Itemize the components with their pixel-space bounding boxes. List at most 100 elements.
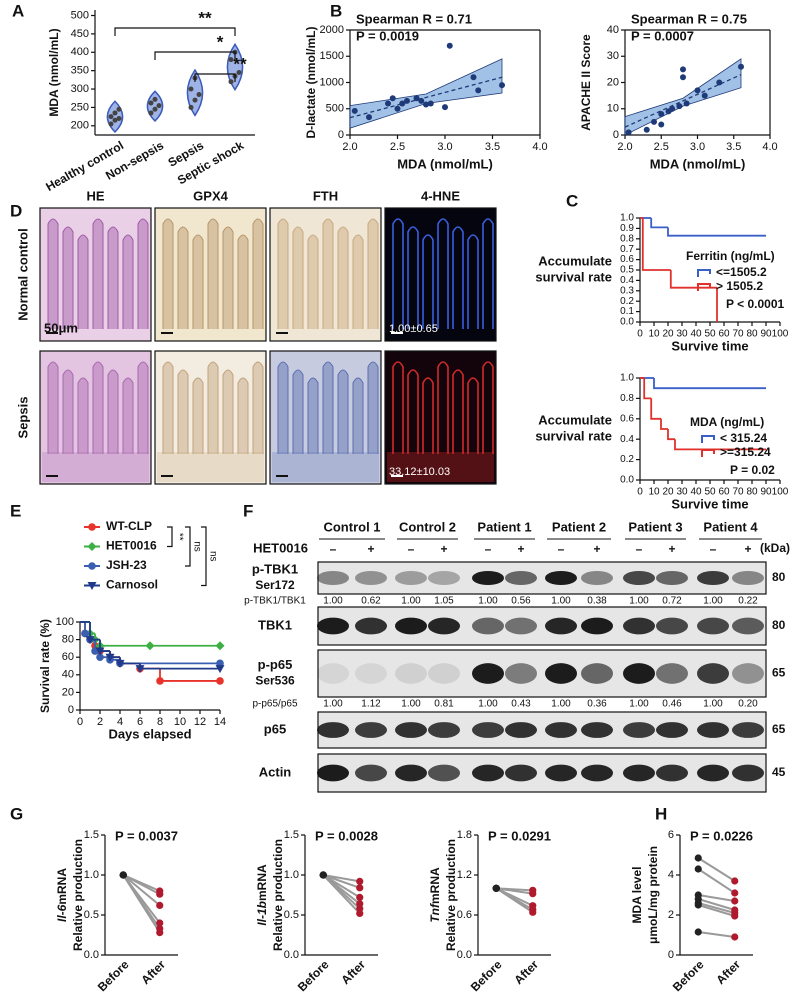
data-point	[156, 919, 164, 927]
blot	[317, 606, 767, 646]
significance-bracket	[167, 526, 173, 548]
row-label: p-TBK1	[252, 561, 298, 576]
treatment-state: +	[440, 542, 447, 556]
x-tick-label: 100	[772, 329, 789, 340]
y-tick-label: 1.2	[457, 869, 472, 881]
row-label: Actin	[259, 764, 292, 779]
treatment-label: HET0016	[253, 540, 308, 555]
group-label: Patient 1	[477, 519, 531, 534]
y-tick-label: 20	[62, 686, 74, 698]
data-point	[351, 107, 358, 114]
legend-label: WT-CLP	[106, 519, 152, 533]
legend-swatch	[701, 449, 715, 457]
treatment-state: +	[668, 542, 675, 556]
x-tick-label: 3.5	[485, 141, 500, 153]
data-point	[683, 100, 690, 107]
tissue	[407, 226, 419, 329]
survival-step	[99, 639, 150, 647]
data-point	[112, 110, 118, 116]
quantification: 1.00±0.65	[389, 323, 438, 335]
data-point	[228, 57, 234, 63]
band	[355, 617, 387, 635]
kda-label: 80	[772, 618, 786, 632]
band	[623, 722, 655, 738]
y-tick-label: 500	[326, 103, 344, 115]
tissue	[77, 234, 89, 329]
treatment-state: +	[744, 542, 751, 556]
y-axis-label: APACHE II Score	[579, 34, 593, 131]
panel-label: D	[10, 201, 22, 220]
data-point	[399, 100, 406, 107]
band	[317, 722, 349, 738]
significance-bracket	[194, 73, 236, 82]
y-axis-label: Relative production	[271, 839, 285, 951]
band	[505, 663, 537, 684]
y-tick-label: 1.8	[457, 829, 472, 841]
band	[355, 764, 387, 782]
panel-label: E	[10, 501, 21, 520]
tissue	[452, 369, 464, 454]
ratio-value: 1.05	[434, 596, 454, 607]
group-label: Patient 3	[628, 519, 682, 534]
band	[656, 764, 688, 782]
significance-bracket	[185, 526, 191, 567]
data-point	[236, 70, 242, 75]
band	[697, 570, 729, 586]
x-tick-label: 4	[117, 716, 123, 728]
data-point	[116, 115, 122, 121]
tissue	[277, 218, 289, 329]
annotation: P = 0.0226	[690, 828, 753, 843]
band	[656, 617, 688, 635]
data-point	[356, 884, 364, 892]
x-tick-label: 10	[648, 487, 660, 498]
tissue	[307, 234, 319, 329]
y-tick-label: 200	[71, 120, 89, 132]
data-point	[694, 87, 701, 94]
x-tick-label: Before	[670, 957, 707, 994]
ratio-value: 1.00	[703, 699, 723, 710]
band	[395, 764, 427, 782]
marker	[87, 542, 97, 551]
band	[732, 722, 764, 738]
y-tick-label: 6	[668, 829, 674, 841]
tissue	[337, 226, 349, 329]
data-point	[470, 74, 477, 81]
pair-line	[697, 904, 736, 917]
ratio-value: 1.00	[629, 699, 649, 710]
x-tick-label: 10	[174, 716, 186, 728]
survival-step	[667, 227, 766, 237]
y-axis-label: Il-6mRNA	[55, 868, 69, 922]
y-tick-label: 1.0	[620, 213, 634, 224]
data-point	[625, 129, 632, 136]
data-point	[423, 101, 429, 108]
band	[428, 764, 460, 782]
x-axis-label: MDA (nmol/mL)	[650, 156, 746, 171]
data-point	[156, 929, 164, 937]
marker	[215, 641, 225, 651]
y-axis-label-part: Relative production	[271, 839, 285, 951]
data-point	[108, 121, 114, 127]
row-label: TBK1	[258, 617, 292, 632]
band	[355, 663, 387, 684]
stain-label: GPX4	[193, 188, 228, 203]
row-sublabel: Ser172	[255, 578, 295, 592]
y-axis-label: TnfmRNA	[428, 867, 442, 923]
ratio-value: 1.12	[361, 699, 381, 710]
kda-label: 65	[772, 666, 786, 680]
data-point	[116, 106, 122, 112]
pair-line	[322, 874, 361, 889]
y-axis-label: Survival rate (%)	[38, 619, 52, 713]
significance-label: ns	[207, 551, 218, 562]
y-tick-label: 10	[607, 103, 619, 115]
y-tick-label: 0.9	[620, 223, 634, 234]
data-point	[108, 114, 114, 120]
treatment-state: +	[367, 542, 374, 556]
y-axis-label-part: MDA level	[630, 867, 644, 924]
y-axis-label: Relative production	[444, 839, 458, 951]
tissue	[192, 377, 204, 454]
ratio-value: 1.00	[703, 596, 723, 607]
survival-step	[641, 218, 671, 271]
pair-line	[496, 887, 533, 895]
survival-step	[650, 398, 661, 420]
tissue	[137, 361, 149, 454]
